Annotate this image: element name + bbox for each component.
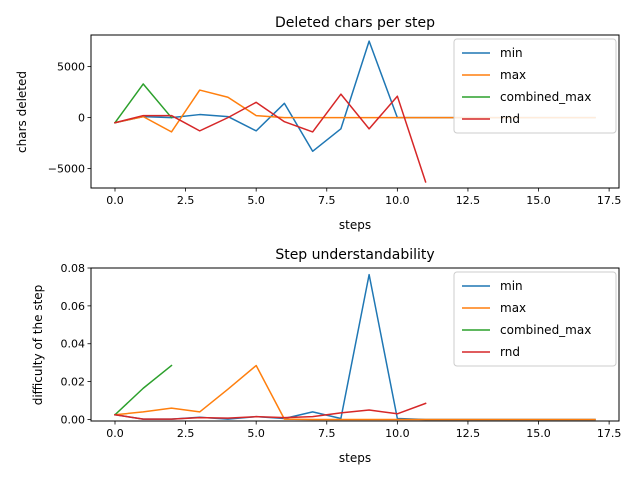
legend-label-combined_max: combined_max xyxy=(500,323,591,337)
y-tick-label: 0.08 xyxy=(61,262,86,275)
x-tick-label: 17.5 xyxy=(597,427,622,440)
y-axis-label: chars deleted xyxy=(15,71,29,153)
x-tick-label: 2.5 xyxy=(177,194,195,207)
step-understandability-chart: Step understandability steps difficulty … xyxy=(31,247,621,465)
y-tick-label: 5000 xyxy=(57,61,85,74)
axes-frame xyxy=(90,267,620,422)
x-ticks: 0.0 2.5 5.0 7.5 10.0 12.5 15.0 17.5 xyxy=(106,188,621,207)
x-tick-label: 12.5 xyxy=(456,427,481,440)
legend-label-combined_max: combined_max xyxy=(500,90,591,104)
legend-label-max: max xyxy=(500,68,526,82)
legend-label-rnd: rnd xyxy=(500,112,520,126)
legend-label-max: max xyxy=(500,301,526,315)
x-tick-label: 15.0 xyxy=(526,427,551,440)
y-tick-label: 0 xyxy=(78,112,85,125)
legend-label-min: min xyxy=(500,279,523,293)
series-line-max xyxy=(114,364,596,421)
x-tick-label: 5.0 xyxy=(247,194,265,207)
y-axis-label: difficulty of the step xyxy=(31,285,45,406)
x-tick-label: 0.0 xyxy=(106,427,124,440)
series-line-combined_max xyxy=(113,364,173,416)
x-tick-label: 15.0 xyxy=(526,194,551,207)
x-tick-label: 10.0 xyxy=(385,427,410,440)
chart-title: Step understandability xyxy=(275,247,434,263)
y-tick-label: −5000 xyxy=(48,163,85,176)
y-tick-label: 0.00 xyxy=(61,413,86,426)
y-ticks: 0.00 0.02 0.04 0.06 0.08 xyxy=(61,262,91,426)
legend-box xyxy=(453,271,617,367)
y-tick-label: 0.06 xyxy=(61,300,86,313)
deleted-chars-chart: Deleted chars per step steps chars delet… xyxy=(15,15,621,232)
y-tick-label: 0.02 xyxy=(61,376,86,389)
x-tick-label: 7.5 xyxy=(318,427,336,440)
y-tick-label: 0.04 xyxy=(61,338,86,351)
x-axis-label: steps xyxy=(339,451,371,465)
plot-lines xyxy=(113,273,596,421)
x-axis-label: steps xyxy=(339,218,371,232)
x-tick-label: 10.0 xyxy=(385,194,410,207)
x-tick-label: 7.5 xyxy=(318,194,336,207)
series-line-rnd xyxy=(114,402,427,420)
x-tick-label: 5.0 xyxy=(247,427,265,440)
x-tick-label: 0.0 xyxy=(106,194,124,207)
x-tick-label: 2.5 xyxy=(177,427,195,440)
y-ticks: −5000 0 5000 xyxy=(48,61,91,176)
x-ticks: 0.0 2.5 5.0 7.5 10.0 12.5 15.0 17.5 xyxy=(106,421,621,440)
series-line-rnd xyxy=(114,93,427,183)
legend-label-min: min xyxy=(500,46,523,60)
series-line-combined_max xyxy=(113,83,173,124)
axes-frame xyxy=(90,34,620,189)
chart-title: Deleted chars per step xyxy=(275,15,435,31)
legend-label-rnd: rnd xyxy=(500,345,520,359)
legend-box xyxy=(453,38,617,134)
x-tick-label: 12.5 xyxy=(456,194,481,207)
x-tick-label: 17.5 xyxy=(597,194,622,207)
